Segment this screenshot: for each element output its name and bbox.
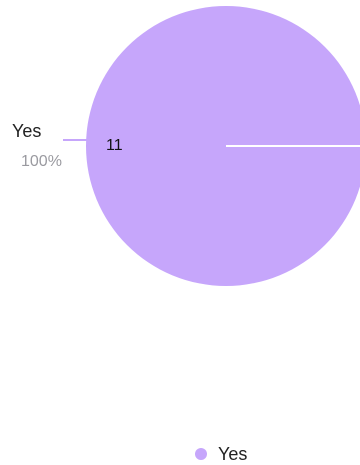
- slice-yes-category-label: Yes: [12, 121, 41, 141]
- legend: Yes: [195, 444, 247, 464]
- slice-yes-percent-label: 100%: [21, 153, 62, 170]
- legend-yes-swatch: [195, 448, 207, 460]
- legend-yes-label: Yes: [218, 444, 247, 464]
- slice-labels: 11 Yes 100%: [12, 121, 123, 170]
- pie-slices: [86, 6, 360, 286]
- slice-yes: [86, 6, 360, 286]
- slice-yes-value-label: 11: [106, 137, 123, 154]
